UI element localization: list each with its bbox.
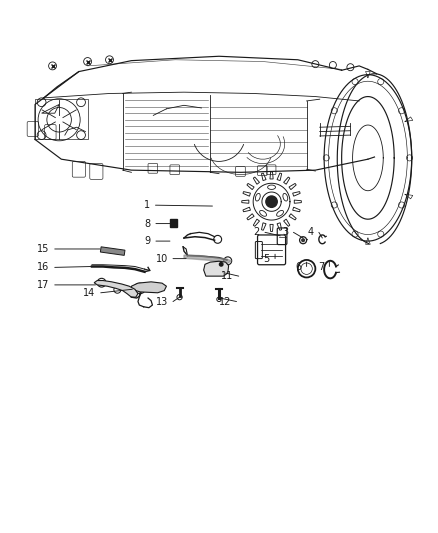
- Text: 11: 11: [221, 271, 233, 281]
- Circle shape: [266, 196, 277, 207]
- Text: 15: 15: [37, 244, 49, 254]
- Polygon shape: [94, 280, 138, 297]
- Bar: [100, 247, 125, 255]
- Text: 7: 7: [318, 262, 324, 271]
- Circle shape: [302, 239, 304, 241]
- Text: 13: 13: [155, 296, 168, 306]
- Polygon shape: [184, 255, 231, 264]
- Polygon shape: [204, 261, 229, 276]
- Text: 2: 2: [254, 228, 260, 237]
- Text: 5: 5: [264, 254, 270, 264]
- Text: 8: 8: [145, 219, 151, 229]
- Text: 12: 12: [219, 296, 231, 306]
- Text: 6: 6: [295, 262, 301, 271]
- Circle shape: [219, 263, 223, 266]
- Text: 10: 10: [155, 254, 168, 264]
- Text: 14: 14: [83, 288, 95, 298]
- Text: 1: 1: [144, 200, 150, 210]
- Text: 4: 4: [307, 228, 314, 237]
- Polygon shape: [131, 282, 166, 293]
- Bar: [170, 219, 177, 227]
- Text: 16: 16: [37, 262, 49, 272]
- Text: 9: 9: [145, 236, 151, 246]
- Text: 17: 17: [37, 280, 49, 290]
- Text: 3: 3: [282, 228, 288, 237]
